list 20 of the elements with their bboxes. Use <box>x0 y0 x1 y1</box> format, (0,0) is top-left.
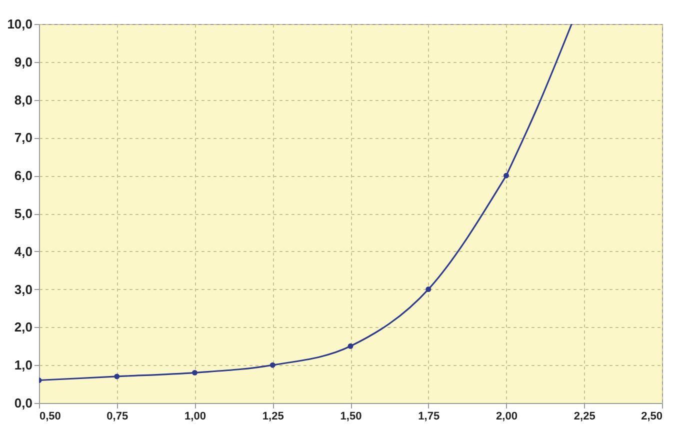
y-tick-label: 0,0 <box>14 396 32 410</box>
y-tick-label: 5,0 <box>14 206 32 221</box>
y-tick-label: 7,0 <box>14 130 32 146</box>
y-tick-label: 10,0 <box>7 16 32 32</box>
y-tick-label: 9,0 <box>14 54 32 70</box>
x-tick-label: 1,50 <box>340 410 362 422</box>
x-tick-label: 2,50 <box>641 410 662 422</box>
y-tick-label: 8,0 <box>14 92 32 108</box>
x-tick-label: 0,75 <box>106 410 128 422</box>
y-tick-label: 1,0 <box>14 358 32 373</box>
x-tick-label: 1,75 <box>418 410 440 422</box>
x-tick-label: 1,25 <box>262 410 284 422</box>
x-tick-label: 2,00 <box>496 410 518 422</box>
y-tick-label: 3,0 <box>14 282 32 297</box>
y-tick-label: 6,0 <box>14 168 32 184</box>
x-tick-label: 1,00 <box>184 410 206 422</box>
y-tick-label: 4,0 <box>14 244 32 259</box>
x-tick-label: 2,25 <box>574 410 596 422</box>
y-tick-label: 2,0 <box>14 320 32 335</box>
x-tick-label: 0,50 <box>40 410 61 422</box>
